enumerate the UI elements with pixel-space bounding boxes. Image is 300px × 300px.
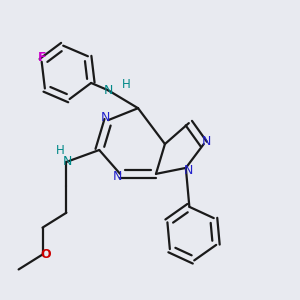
Text: H: H — [122, 78, 130, 91]
Text: N: N — [100, 111, 110, 124]
Text: N: N — [103, 84, 113, 97]
Text: F: F — [38, 51, 46, 64]
Text: H: H — [56, 143, 65, 157]
Text: O: O — [41, 248, 51, 261]
Text: N: N — [184, 164, 194, 177]
Text: N: N — [202, 134, 211, 148]
Text: N: N — [63, 155, 73, 168]
Text: N: N — [112, 170, 122, 183]
